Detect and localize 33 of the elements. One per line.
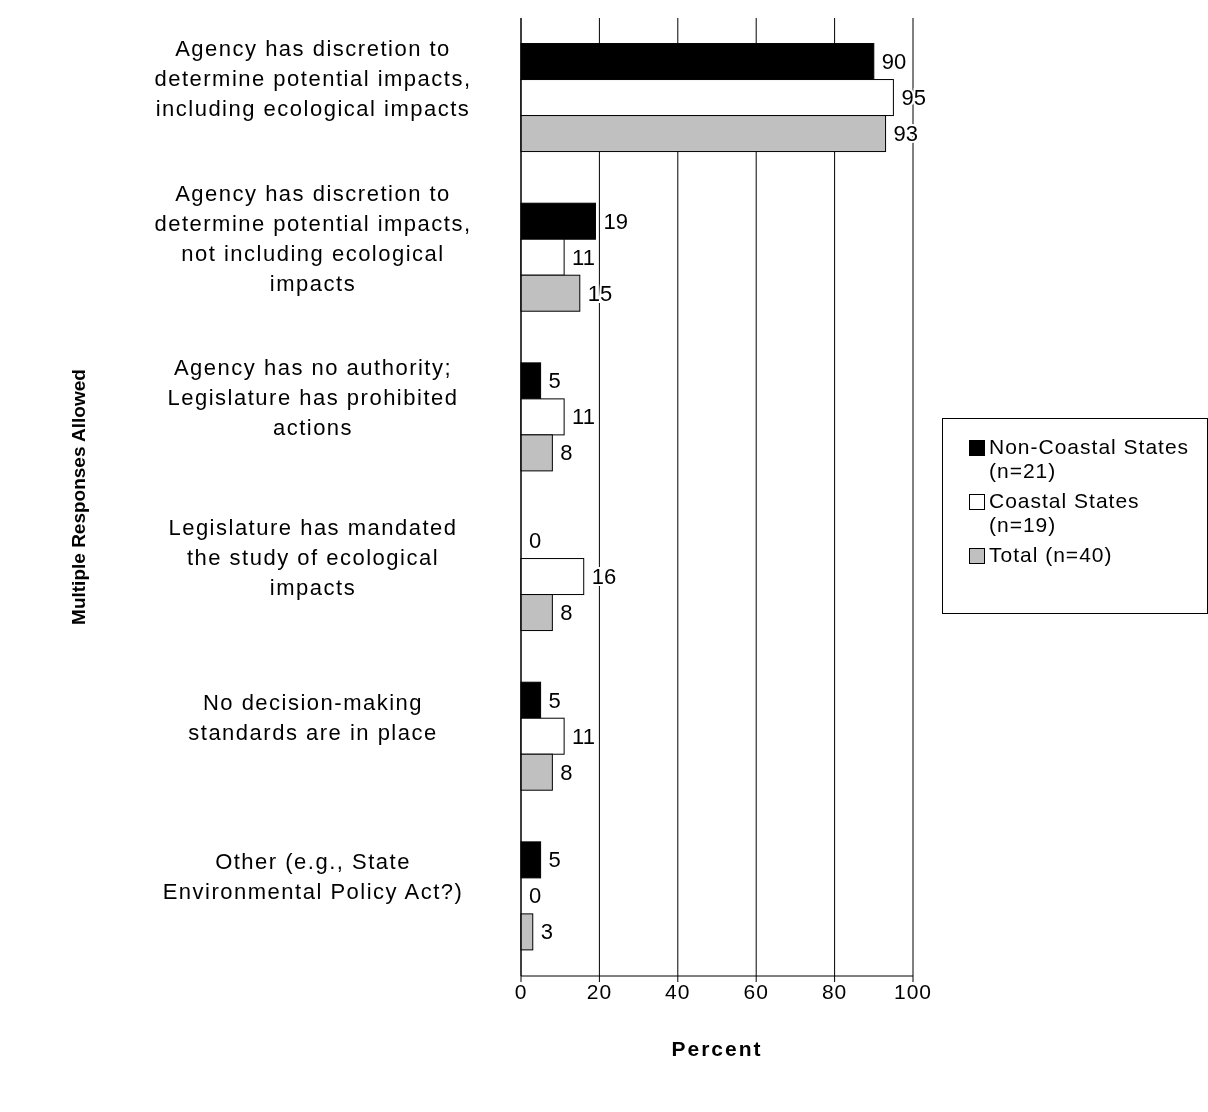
y-tick-label: No decision-making standards are in place [188,689,438,744]
y-tick-label: Agency has discretion to determine potential impacts, not including ecological impacts [154,180,472,295]
data-label: 5 [548,368,561,394]
data-label: 5 [548,847,561,873]
y-tick-label: Legislature has mandated the study of ecological impacts [168,514,458,600]
data-label: 95 [901,85,926,111]
data-label: 11 [572,723,595,749]
y-tick-label: Agency has discretion to determine potential impacts, including ecological impacts [154,35,472,121]
data-label: 0 [529,528,542,554]
y-axis-title: Multiple Responses Allowed [67,369,89,625]
data-label: 11 [572,404,595,430]
x-tick-label: 100 [893,979,933,1003]
legend-label: Coastal States (n=19) [989,489,1141,537]
data-label: 8 [560,759,573,785]
data-label: 8 [560,600,573,626]
x-tick-label: 40 [665,979,691,1003]
x-tick-label: 80 [821,979,848,1003]
data-label: 8 [560,440,573,466]
x-tick-label: 0 [514,979,528,1003]
y-tick-label: Agency has no authority; Legislature has prohibited actions [167,354,459,440]
x-axis-title: Percent [671,1037,763,1060]
data-label: 0 [529,883,542,909]
y-tick-label: Other (e.g., State Environmental Policy Act?) [162,848,464,904]
data-label: 93 [893,121,919,147]
data-label: 90 [881,49,907,75]
data-label: 5 [548,687,561,713]
legend-label: Total (n=40) [989,543,1113,567]
data-label: 19 [603,208,628,234]
x-tick-label: 20 [586,979,613,1003]
legend-label: Non-Coastal States (n=21) [989,435,1191,483]
x-tick-label: 60 [743,979,769,1003]
data-label: 11 [572,244,595,270]
data-label: 3 [540,919,554,945]
